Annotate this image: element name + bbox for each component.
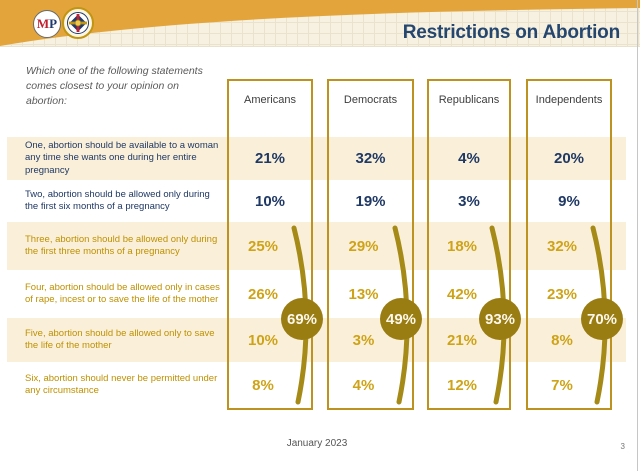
value-cell: 18% bbox=[446, 237, 478, 255]
value-cell: 32% bbox=[355, 150, 386, 167]
row-label-one: One, abortion should be available to a w… bbox=[25, 139, 219, 176]
row-label-two: Two, abortion should be allowed only dur… bbox=[25, 188, 210, 212]
column-box-independents: Independents bbox=[526, 79, 612, 410]
value-cell: 7% bbox=[551, 376, 573, 394]
mp-logo-letter-m: M bbox=[36, 16, 50, 31]
value-cell: 13% bbox=[348, 285, 379, 303]
column-box-republicans: Republicans bbox=[427, 79, 511, 410]
value-cell: 29% bbox=[348, 237, 379, 255]
page-title: Restrictions on Abortion bbox=[402, 22, 620, 43]
row-label-six: Six, abortion should never be permitted … bbox=[25, 372, 218, 396]
row-label-four: Four, abortion should be allowed only in… bbox=[25, 281, 220, 305]
group-total-republicans: 93% bbox=[479, 298, 521, 340]
knights-of-columbus-logo bbox=[62, 7, 94, 39]
survey-question: Which one of the following statements co… bbox=[26, 65, 203, 108]
column-header: Democrats bbox=[343, 94, 398, 106]
group-total-democrats: 49% bbox=[380, 298, 422, 340]
value-cell: 10% bbox=[254, 192, 286, 210]
value-cell: 20% bbox=[553, 150, 585, 167]
column-header: Independents bbox=[535, 94, 603, 106]
value-cell: 21% bbox=[254, 150, 286, 167]
value-cell: 4% bbox=[458, 150, 480, 167]
mp-logo-letter-p: P bbox=[49, 16, 58, 31]
value-cell: 25% bbox=[247, 237, 279, 255]
value-cell: 8% bbox=[551, 331, 573, 349]
group-total-independents: 70% bbox=[581, 298, 623, 340]
value-cell: 3% bbox=[352, 331, 375, 349]
value-cell: 42% bbox=[446, 285, 478, 303]
column-header: Americans bbox=[244, 94, 296, 106]
slide-edge-line bbox=[637, 0, 638, 471]
value-cell: 3% bbox=[458, 192, 480, 210]
value-cell: 4% bbox=[352, 376, 375, 394]
page-number: 3 bbox=[620, 442, 625, 451]
value-cell: 26% bbox=[247, 285, 279, 303]
value-cell: 21% bbox=[446, 331, 478, 349]
value-cell: 19% bbox=[355, 192, 386, 210]
header-swoosh bbox=[0, 0, 640, 46]
value-cell: 23% bbox=[546, 285, 578, 303]
value-cell: 12% bbox=[446, 376, 478, 394]
row-label-three: Three, abortion should be allowed only d… bbox=[25, 233, 218, 257]
row-stripe bbox=[7, 222, 626, 270]
column-box-americans: Americans bbox=[227, 79, 313, 410]
row-label-five: Five, abortion should be allowed only to… bbox=[25, 327, 215, 351]
group-total-americans: 69% bbox=[281, 298, 323, 340]
value-cell: 8% bbox=[252, 376, 274, 394]
footer-date: January 2023 bbox=[286, 438, 348, 449]
row-stripe bbox=[7, 137, 626, 180]
column-header: Republicans bbox=[438, 94, 500, 106]
column-box-democrats: Democrats bbox=[327, 79, 414, 410]
value-cell: 9% bbox=[558, 192, 580, 210]
value-cell: 32% bbox=[546, 237, 578, 255]
value-cell: 10% bbox=[247, 331, 279, 349]
